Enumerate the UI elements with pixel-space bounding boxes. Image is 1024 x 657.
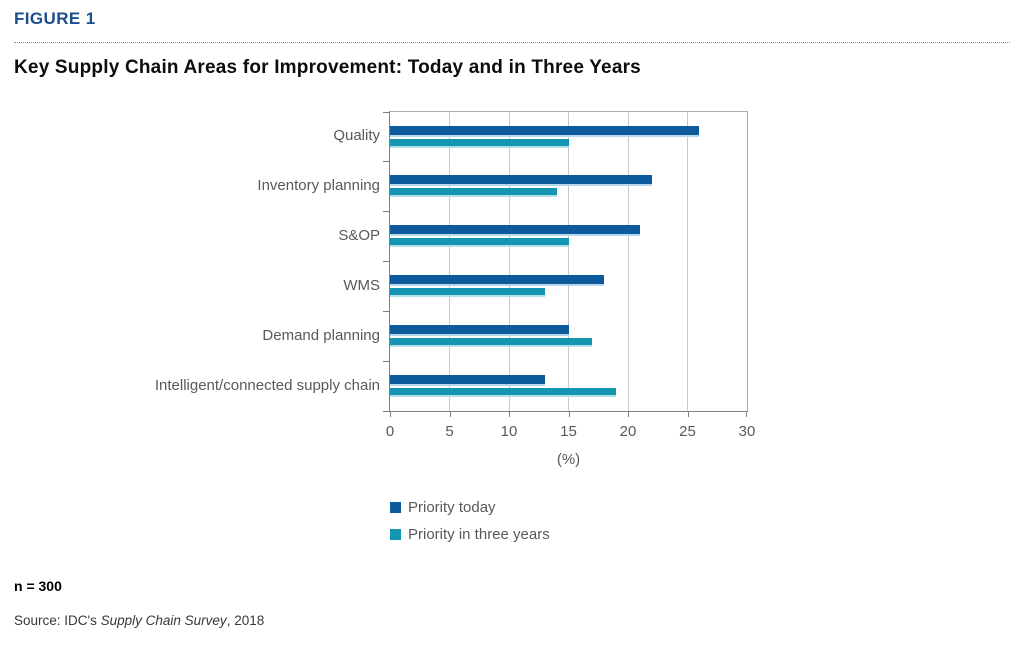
category-label: WMS xyxy=(343,276,380,294)
bar-priority-three-years xyxy=(390,337,593,347)
source-prefix: Source: IDC's xyxy=(14,613,101,628)
gridline xyxy=(687,112,688,411)
x-tick-label: 0 xyxy=(385,423,395,440)
x-tick-label: 30 xyxy=(738,423,756,440)
source-title: Supply Chain Survey xyxy=(100,613,227,628)
bar-priority-today xyxy=(390,125,700,137)
y-axis-tick xyxy=(383,310,389,312)
x-tick-label: 5 xyxy=(445,423,454,440)
x-axis-tick xyxy=(568,411,570,417)
gridline xyxy=(627,112,629,411)
source-suffix: , 2018 xyxy=(226,613,265,628)
category-label: Demand planning xyxy=(262,326,380,344)
y-axis-tick xyxy=(383,360,389,362)
category-label: Quality xyxy=(333,127,380,145)
plot-area: 0 5 10 15 20 25 30 (%) xyxy=(383,111,755,468)
x-tick-label: 10 xyxy=(500,423,518,440)
sample-size-note: n = 300 xyxy=(14,578,62,594)
figure-label: FIGURE 1 xyxy=(14,9,96,28)
x-axis-tick xyxy=(628,411,629,417)
bar-priority-three-years xyxy=(390,138,569,148)
x-axis-tick xyxy=(746,411,747,417)
x-tick-label: 15 xyxy=(560,423,577,440)
dotted-divider xyxy=(14,42,1010,43)
y-axis-tick xyxy=(383,410,389,412)
chart-legend: Priority today Priority in three years xyxy=(390,494,550,548)
bar-priority-three-years xyxy=(390,288,545,297)
y-axis-tick xyxy=(383,261,389,262)
bar-priority-today xyxy=(390,275,605,286)
x-axis-tick xyxy=(449,411,451,417)
legend-item: Priority in three years xyxy=(390,521,550,548)
source-note: Source: IDC's Supply Chain Survey, 2018 xyxy=(14,613,264,628)
gridline xyxy=(449,112,450,411)
y-axis-tick xyxy=(383,161,389,163)
category-label: Inventory planning xyxy=(257,177,380,195)
bar-priority-today xyxy=(390,374,545,386)
bar-priority-three-years xyxy=(390,188,557,198)
legend-swatch xyxy=(390,502,401,513)
gridline xyxy=(568,112,569,411)
bar-priority-today xyxy=(390,175,652,187)
y-axis-tick xyxy=(383,111,389,113)
legend-item: Priority today xyxy=(390,494,550,521)
gridline xyxy=(508,112,510,411)
bar-priority-today xyxy=(390,225,640,237)
chart-title: Key Supply Chain Areas for Improvement: … xyxy=(14,57,641,78)
category-label: Intelligent/connected supply chain xyxy=(154,376,380,394)
category-label: S&OP xyxy=(338,227,380,245)
x-axis-tick xyxy=(390,411,391,417)
bar-priority-today xyxy=(390,324,569,336)
bar-priority-three-years xyxy=(390,238,569,248)
x-tick-label: 25 xyxy=(679,423,696,440)
legend-label: Priority today xyxy=(408,499,496,516)
x-tick-label: 20 xyxy=(619,423,637,440)
x-axis-tick xyxy=(509,411,510,417)
x-axis-title: (%) xyxy=(556,451,581,468)
y-axis-tick xyxy=(383,211,389,213)
bar-priority-three-years xyxy=(390,387,617,397)
x-axis-tick xyxy=(687,411,689,417)
legend-label: Priority in three years xyxy=(408,526,550,543)
legend-swatch xyxy=(390,529,401,540)
category-axis-labels: Quality Inventory planning S&OP WMS Demand p… xyxy=(0,111,380,412)
